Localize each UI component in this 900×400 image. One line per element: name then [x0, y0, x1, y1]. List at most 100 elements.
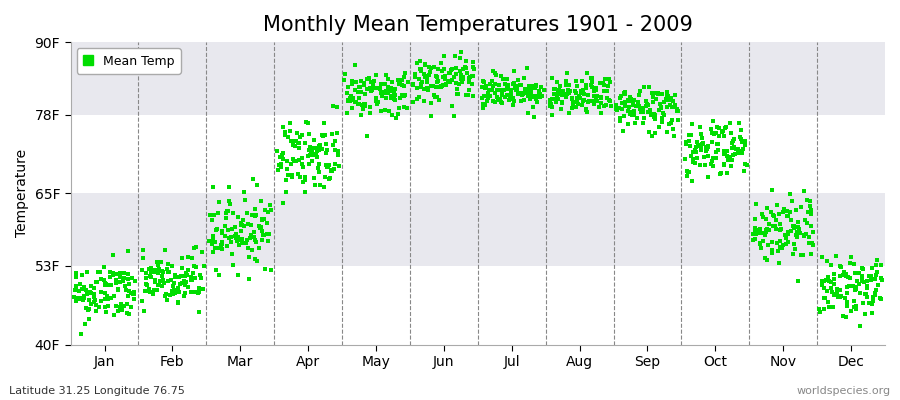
Point: [341, 84, 356, 90]
Point: [579, 85, 593, 91]
Point: [824, 279, 838, 286]
Point: [221, 227, 236, 233]
Point: [805, 240, 819, 246]
Point: [860, 283, 874, 289]
Point: [862, 300, 877, 306]
Point: [340, 110, 355, 116]
Point: [644, 108, 658, 114]
Point: [417, 98, 431, 104]
Point: [875, 277, 889, 283]
Point: [564, 95, 579, 102]
Point: [852, 290, 867, 296]
Point: [256, 232, 271, 238]
Point: [819, 277, 833, 284]
Point: [154, 258, 168, 265]
Point: [242, 276, 256, 282]
Point: [849, 286, 863, 292]
Point: [860, 285, 874, 291]
Point: [785, 198, 799, 204]
Point: [307, 175, 321, 182]
Point: [149, 287, 164, 294]
Point: [104, 282, 118, 288]
Point: [706, 163, 720, 169]
Point: [406, 82, 420, 88]
Point: [146, 291, 160, 297]
Point: [225, 226, 239, 232]
Point: [249, 239, 264, 246]
Point: [838, 294, 852, 301]
Point: [76, 296, 90, 303]
Point: [75, 272, 89, 278]
Point: [414, 68, 428, 74]
Point: [712, 125, 726, 131]
Point: [817, 278, 832, 285]
Point: [620, 96, 634, 103]
Point: [341, 97, 356, 103]
Point: [665, 126, 680, 132]
Point: [544, 75, 559, 81]
Point: [846, 282, 860, 289]
Point: [430, 77, 445, 84]
Point: [668, 102, 682, 108]
Point: [627, 120, 642, 126]
Point: [324, 168, 338, 174]
Point: [482, 93, 497, 100]
Point: [826, 303, 841, 310]
Point: [383, 88, 398, 94]
Point: [179, 279, 194, 286]
Point: [151, 262, 166, 268]
Point: [389, 115, 403, 121]
Point: [430, 94, 445, 100]
Point: [507, 80, 521, 86]
Point: [571, 100, 585, 107]
Point: [365, 85, 380, 92]
Point: [824, 289, 839, 296]
Point: [683, 132, 698, 138]
Point: [150, 270, 165, 276]
Point: [72, 296, 86, 302]
Point: [544, 97, 558, 103]
Point: [816, 295, 831, 301]
Point: [193, 309, 207, 316]
Point: [280, 158, 294, 164]
Point: [694, 142, 708, 148]
Point: [850, 278, 864, 285]
Point: [506, 95, 520, 101]
Point: [479, 82, 493, 89]
Point: [414, 84, 428, 90]
Point: [274, 164, 288, 171]
Point: [624, 96, 638, 102]
Point: [370, 84, 384, 91]
Point: [544, 96, 559, 102]
Point: [550, 79, 564, 85]
Point: [868, 290, 882, 297]
Point: [581, 92, 596, 98]
Point: [665, 97, 680, 104]
Point: [392, 81, 406, 88]
Point: [94, 289, 108, 295]
Point: [830, 290, 844, 296]
Point: [394, 76, 409, 83]
Point: [780, 208, 795, 214]
Point: [626, 109, 640, 115]
Point: [117, 302, 131, 309]
Point: [261, 230, 275, 237]
Point: [789, 231, 804, 238]
Point: [396, 74, 410, 81]
Point: [718, 125, 733, 131]
Point: [405, 81, 419, 88]
Point: [413, 58, 428, 64]
Point: [657, 99, 671, 105]
Point: [412, 66, 427, 72]
Point: [398, 70, 412, 76]
Point: [75, 285, 89, 292]
Point: [179, 270, 194, 276]
Point: [752, 230, 767, 236]
Point: [180, 271, 194, 278]
Point: [343, 95, 357, 102]
Point: [736, 146, 751, 152]
Point: [832, 287, 847, 293]
Point: [701, 173, 716, 180]
Point: [781, 212, 796, 219]
Point: [613, 118, 627, 124]
